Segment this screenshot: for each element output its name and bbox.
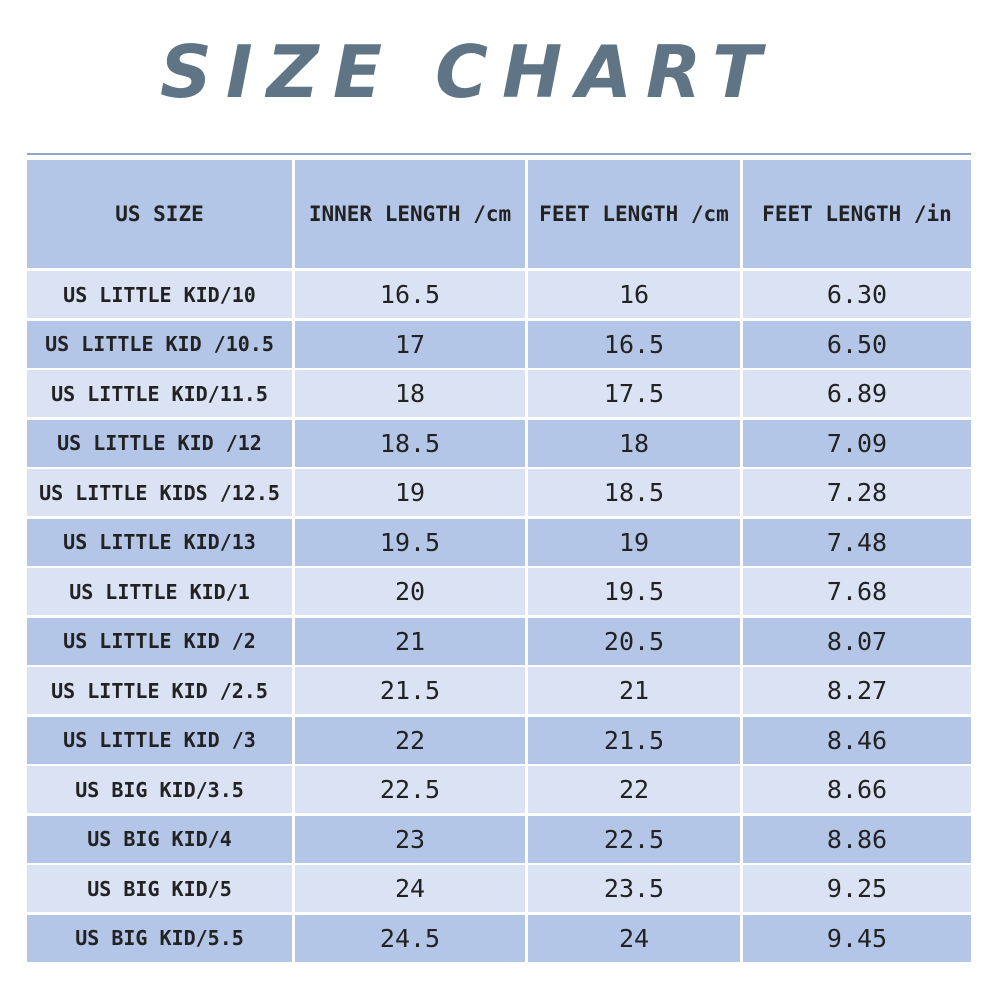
- size-value: 24: [528, 914, 740, 962]
- size-label: US LITTLE KID /3: [27, 716, 292, 764]
- header-row: US SIZE INNER LENGTH /cm FEET LENGTH /cm FE…: [27, 160, 971, 268]
- column-header: FEET LENGTH /cm: [528, 160, 740, 268]
- size-value: 18.5: [528, 469, 740, 516]
- table-row: US BIG KID/5 24 23.5 9.25: [27, 865, 971, 912]
- size-value: 20: [295, 568, 525, 615]
- table-row: US BIG KID/4 23 22.5 8.86: [27, 815, 971, 863]
- size-value: 16: [528, 271, 740, 318]
- size-value: 8.66: [743, 766, 971, 813]
- size-label: US BIG KID/3.5: [27, 766, 292, 813]
- size-label: US LITTLE KID /2.5: [27, 667, 292, 714]
- size-value: 23.5: [528, 865, 740, 912]
- size-label: US LITTLE KID /10.5: [27, 320, 292, 368]
- size-label: US BIG KID/5.5: [27, 914, 292, 962]
- size-value: 7.28: [743, 469, 971, 516]
- size-value: 19: [528, 518, 740, 566]
- size-label: US LITTLE KID/13: [27, 518, 292, 566]
- size-value: 9.45: [743, 914, 971, 962]
- size-table: US SIZE INNER LENGTH /cm FEET LENGTH /cm FE…: [27, 160, 971, 964]
- size-value: 21.5: [295, 667, 525, 714]
- size-value: 7.09: [743, 419, 971, 467]
- size-label: US LITTLE KIDS /12.5: [27, 469, 292, 516]
- size-value: 24.5: [295, 914, 525, 962]
- column-header: FEET LENGTH /in: [743, 160, 971, 268]
- size-value: 20.5: [528, 617, 740, 665]
- column-header: US SIZE: [27, 160, 292, 268]
- size-label: US LITTLE KID/10: [27, 271, 292, 318]
- size-value: 6.50: [743, 320, 971, 368]
- table-row: US LITTLE KID/13 19.5 19 7.48: [27, 518, 971, 566]
- size-value: 7.48: [743, 518, 971, 566]
- table-row: US LITTLE KID /2.5 21.5 21 8.27: [27, 667, 971, 714]
- size-label: US LITTLE KID/11.5: [27, 370, 292, 417]
- size-value: 18: [295, 370, 525, 417]
- size-label: US BIG KID/4: [27, 815, 292, 863]
- table-row: US LITTLE KID/11.5 18 17.5 6.89: [27, 370, 971, 417]
- size-label: US BIG KID/5: [27, 865, 292, 912]
- divider: [27, 153, 971, 155]
- size-value: 18: [528, 419, 740, 467]
- size-value: 16.5: [295, 271, 525, 318]
- table-row: US LITTLE KID/1 20 19.5 7.68: [27, 568, 971, 615]
- size-value: 21.5: [528, 716, 740, 764]
- column-header: INNER LENGTH /cm: [295, 160, 525, 268]
- size-value: 8.86: [743, 815, 971, 863]
- table-row: US LITTLE KID /12 18.5 18 7.09: [27, 419, 971, 467]
- size-value: 22: [295, 716, 525, 764]
- size-value: 21: [528, 667, 740, 714]
- table-row: US LITTLE KID /3 22 21.5 8.46: [27, 716, 971, 764]
- size-value: 19: [295, 469, 525, 516]
- size-value: 17: [295, 320, 525, 368]
- size-value: 16.5: [528, 320, 740, 368]
- size-label: US LITTLE KID/1: [27, 568, 292, 615]
- table-row: US LITTLE KID /10.5 17 16.5 6.50: [27, 320, 971, 368]
- size-value: 22: [528, 766, 740, 813]
- size-value: 23: [295, 815, 525, 863]
- size-value: 8.46: [743, 716, 971, 764]
- size-value: 24: [295, 865, 525, 912]
- table-row: US LITTLE KIDS /12.5 19 18.5 7.28: [27, 469, 971, 516]
- size-value: 18.5: [295, 419, 525, 467]
- title: SIZE CHART: [160, 30, 776, 114]
- size-value: 22.5: [295, 766, 525, 813]
- table-row: US BIG KID/3.5 22.5 22 8.66: [27, 766, 971, 813]
- size-value: 19.5: [295, 518, 525, 566]
- size-label: US LITTLE KID /12: [27, 419, 292, 467]
- size-value: 8.07: [743, 617, 971, 665]
- table-row: US BIG KID/5.5 24.5 24 9.45: [27, 914, 971, 962]
- table-row: US LITTLE KID/10 16.5 16 6.30: [27, 271, 971, 318]
- size-value: 6.30: [743, 271, 971, 318]
- size-value: 17.5: [528, 370, 740, 417]
- size-value: 6.89: [743, 370, 971, 417]
- size-label: US LITTLE KID /2: [27, 617, 292, 665]
- size-value: 21: [295, 617, 525, 665]
- size-value: 22.5: [528, 815, 740, 863]
- table-row: US LITTLE KID /2 21 20.5 8.07: [27, 617, 971, 665]
- size-value: 7.68: [743, 568, 971, 615]
- size-value: 9.25: [743, 865, 971, 912]
- size-value: 8.27: [743, 667, 971, 714]
- size-value: 19.5: [528, 568, 740, 615]
